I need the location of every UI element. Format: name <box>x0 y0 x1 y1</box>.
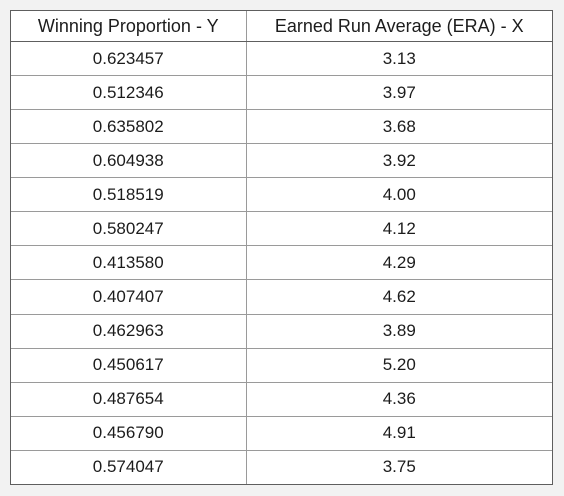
table-row: 0.456790 4.91 <box>11 415 552 451</box>
header-winning-proportion: Winning Proportion - Y <box>11 11 247 42</box>
cell-winning-proportion: 0.462963 <box>11 313 247 349</box>
cell-era: 3.13 <box>245 40 552 77</box>
table-row: 0.512346 3.97 <box>11 75 552 111</box>
cell-era: 4.12 <box>245 211 552 247</box>
cell-winning-proportion: 0.623457 <box>11 40 247 77</box>
cell-era: 4.62 <box>245 279 552 315</box>
table-row: 0.518519 4.00 <box>11 177 552 213</box>
table-row: 0.413580 4.29 <box>11 245 552 281</box>
cell-era: 3.75 <box>245 449 552 484</box>
cell-winning-proportion: 0.512346 <box>11 75 247 111</box>
cell-era: 4.36 <box>245 381 552 417</box>
table-row: 0.487654 4.36 <box>11 381 552 417</box>
cell-era: 4.91 <box>245 415 552 451</box>
table-row: 0.574047 3.75 <box>11 449 552 484</box>
cell-era: 3.97 <box>245 75 552 111</box>
header-era: Earned Run Average (ERA) - X <box>245 11 552 42</box>
cell-era: 4.29 <box>245 245 552 281</box>
cell-winning-proportion: 0.407407 <box>11 279 247 315</box>
cell-era: 3.68 <box>245 109 552 145</box>
table-row: 0.462963 3.89 <box>11 313 552 349</box>
table-row: 0.450617 5.20 <box>11 347 552 383</box>
data-table: Winning Proportion - Y Earned Run Averag… <box>11 11 552 484</box>
table-row: 0.407407 4.62 <box>11 279 552 315</box>
table-header-row: Winning Proportion - Y Earned Run Averag… <box>11 11 552 42</box>
cell-winning-proportion: 0.580247 <box>11 211 247 247</box>
cell-winning-proportion: 0.635802 <box>11 109 247 145</box>
table-row: 0.580247 4.12 <box>11 211 552 247</box>
cell-winning-proportion: 0.518519 <box>11 177 247 213</box>
cell-winning-proportion: 0.450617 <box>11 347 247 383</box>
table-row: 0.635802 3.68 <box>11 109 552 145</box>
cell-era: 3.89 <box>245 313 552 349</box>
data-table-container: Winning Proportion - Y Earned Run Averag… <box>10 10 553 485</box>
cell-winning-proportion: 0.574047 <box>11 449 247 484</box>
cell-era: 3.92 <box>245 143 552 179</box>
cell-era: 4.00 <box>245 177 552 213</box>
table-row: 0.623457 3.13 <box>11 40 552 77</box>
table-row: 0.604938 3.92 <box>11 143 552 179</box>
cell-winning-proportion: 0.604938 <box>11 143 247 179</box>
cell-winning-proportion: 0.487654 <box>11 381 247 417</box>
cell-winning-proportion: 0.413580 <box>11 245 247 281</box>
cell-winning-proportion: 0.456790 <box>11 415 247 451</box>
cell-era: 5.20 <box>245 347 552 383</box>
